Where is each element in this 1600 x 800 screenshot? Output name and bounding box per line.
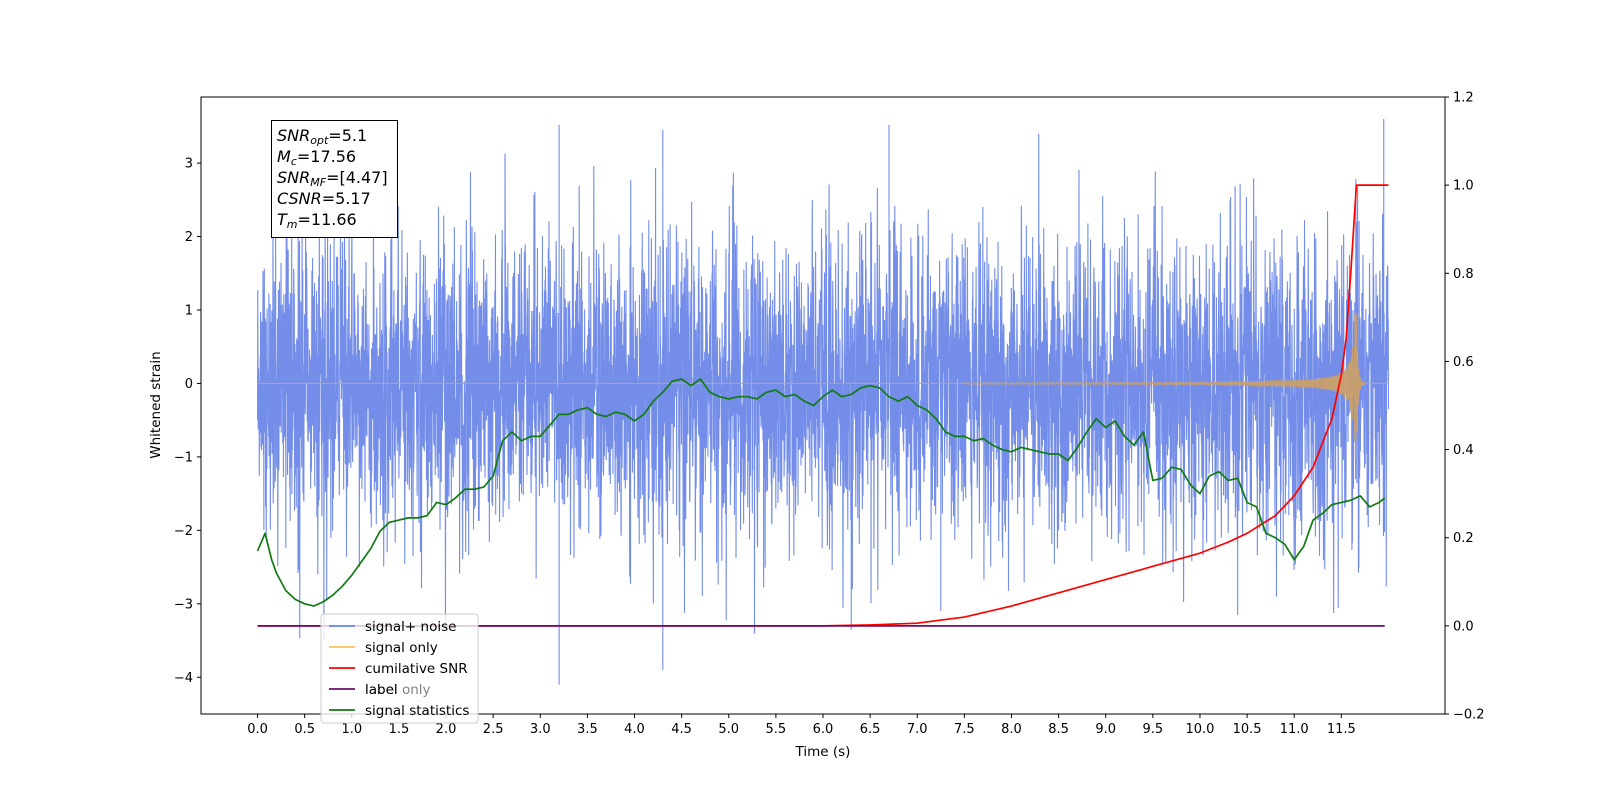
- x-tick-label: 5.5: [766, 722, 787, 737]
- snr-mf-line: SNRMF=[4.47]: [277, 168, 388, 189]
- plot-area: [256, 119, 1389, 685]
- legend: label only signal+ noise signal only cumila…: [320, 613, 479, 724]
- x-tick-label: 3.5: [577, 722, 598, 737]
- x-tick-label: 8.5: [1048, 722, 1069, 737]
- x-tick-label: 1.5: [389, 722, 410, 737]
- series-signal-only: [257, 313, 1389, 458]
- x-tick-label: 2.0: [436, 722, 457, 737]
- y-right-tick-label: −0.2: [1453, 708, 1485, 723]
- x-tick-label: 9.5: [1143, 722, 1164, 737]
- x-axis: 0.0 0.5 1.0 1.5 2.0 2.5 3.0 3.5 4.0 4.5 5.0 5.5 6.0 6…: [247, 714, 1356, 737]
- mc-line: Mc=17.56: [277, 147, 357, 168]
- y-right-tick-label: 1.0: [1453, 179, 1474, 194]
- x-tick-label: 6.5: [860, 722, 881, 737]
- x-tick-label: 6.0: [813, 722, 834, 737]
- legend-entry-label: label: [365, 682, 398, 698]
- x-tick-label: 7.0: [907, 722, 928, 737]
- x-tick-label: 11.0: [1280, 722, 1309, 737]
- metrics-info-box: SNRopt=5.1 Mc=17.56 SNRMF=[4.47] CSNR=5.…: [271, 120, 398, 238]
- x-tick-label: 5.0: [718, 722, 739, 737]
- legend-entry-label: signal only: [365, 640, 438, 656]
- x-tick-label: 2.5: [483, 722, 504, 737]
- y-left-tick-label: −1: [174, 450, 193, 465]
- x-tick-label: 7.5: [954, 722, 975, 737]
- snr-opt-line: SNRopt=5.1: [277, 126, 368, 147]
- y-right-tick-label: 0.4: [1453, 443, 1474, 458]
- y-left-tick-label: −4: [174, 671, 193, 686]
- y-right-tick-label: 0.6: [1453, 355, 1474, 370]
- x-tick-label: 11.5: [1327, 722, 1356, 737]
- y-axis-label: Whitened strain: [148, 351, 164, 458]
- y-left-tick-label: 2: [185, 230, 193, 245]
- y-right-tick-label: 0.8: [1453, 267, 1474, 282]
- series-cumulative-snr: [257, 184, 1389, 627]
- tm-line: Tm=11.66: [277, 210, 357, 231]
- x-tick-label: 3.0: [530, 722, 551, 737]
- legend-box: [320, 613, 479, 724]
- x-tick-label: 4.0: [624, 722, 645, 737]
- x-tick-label: 10.5: [1233, 722, 1262, 737]
- y-right-tick-label: 0.2: [1453, 531, 1474, 546]
- x-tick-label: 0.5: [294, 722, 315, 737]
- y-left-tick-label: −3: [174, 597, 193, 612]
- x-tick-label: 4.5: [671, 722, 692, 737]
- y-left-tick-label: 0: [185, 377, 193, 392]
- legend-hidden-text: label only: [365, 682, 431, 698]
- legend-entry-label: signal+ noise: [365, 619, 456, 635]
- x-tick-label: 8.0: [1001, 722, 1022, 737]
- legend-entry-label: cumilative SNR: [365, 661, 468, 677]
- x-tick-label: 1.0: [341, 722, 362, 737]
- series-signal-noise: [257, 119, 1389, 685]
- y-axis-right: 1.2 1.0 0.8 0.6 0.4 0.2 0.0 −0.2: [1445, 91, 1485, 723]
- x-tick-label: 9.0: [1095, 722, 1116, 737]
- csnr-line: CSNR=5.17: [277, 189, 371, 208]
- legend-entry-label: signal statistics: [365, 703, 469, 719]
- y-left-tick-label: 1: [185, 304, 193, 319]
- series-signal-statistics: [256, 378, 1386, 607]
- y-left-tick-label: −2: [174, 524, 193, 539]
- y-axis-left: 3 2 1 0 −1 −2 −3 −4: [174, 157, 201, 686]
- x-tick-label: 10.0: [1185, 722, 1214, 737]
- y-right-tick-label: 1.2: [1453, 91, 1474, 106]
- y-right-tick-label: 0.0: [1453, 619, 1474, 634]
- y-left-tick-label: 3: [185, 157, 193, 172]
- x-axis-label: Time (s): [795, 744, 851, 760]
- x-tick-label: 0.0: [247, 722, 268, 737]
